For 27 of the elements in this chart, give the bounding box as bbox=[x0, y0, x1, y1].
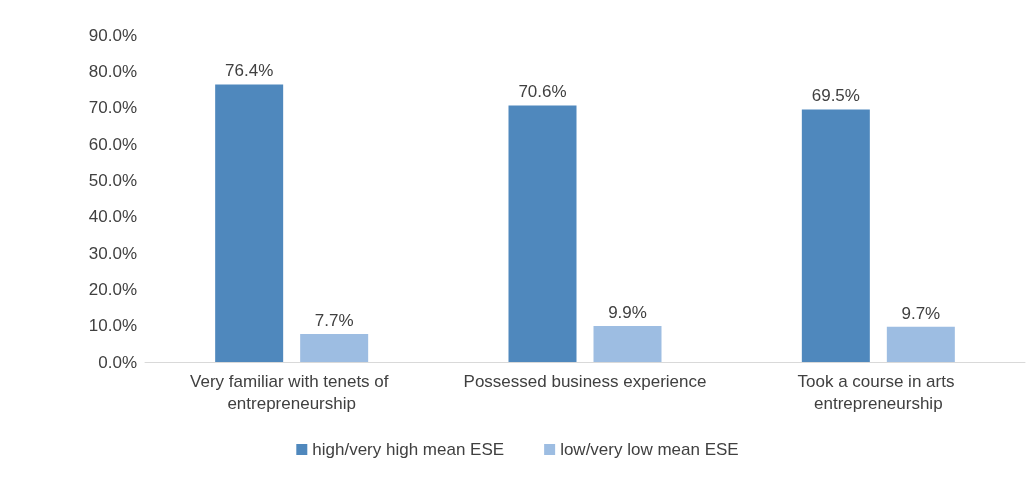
data-label: 7.7% bbox=[314, 311, 354, 331]
y-tick-label: 40.0% bbox=[88, 207, 137, 227]
bar bbox=[300, 334, 369, 362]
x-tick-label: Took a course in arts entrepreneurship bbox=[797, 371, 960, 413]
y-tick-label: 90.0% bbox=[88, 25, 137, 45]
legend-label: low/very low mean ESE bbox=[560, 440, 739, 459]
legend-label: high/very high mean ESE bbox=[312, 440, 505, 459]
data-label: 9.7% bbox=[901, 303, 941, 323]
bar bbox=[593, 326, 662, 362]
bar bbox=[215, 84, 284, 362]
y-tick-label: 20.0% bbox=[88, 279, 137, 299]
bar bbox=[886, 326, 955, 362]
y-tick-label: 60.0% bbox=[88, 134, 137, 154]
y-tick-label: 70.0% bbox=[88, 98, 137, 118]
data-label: 70.6% bbox=[518, 82, 567, 102]
bar bbox=[508, 105, 577, 362]
x-tick-label: Possessed business experience bbox=[463, 371, 707, 391]
y-tick-label: 50.0% bbox=[88, 170, 137, 190]
x-tick-label: Very familiar with tenets of entrepreneurship bbox=[190, 371, 394, 413]
data-label: 69.5% bbox=[811, 86, 860, 106]
data-label: 9.9% bbox=[608, 303, 647, 323]
bar bbox=[801, 109, 870, 362]
y-tick-label: 30.0% bbox=[88, 243, 137, 263]
y-tick-label: 0.0% bbox=[98, 352, 137, 372]
data-label: 76.4% bbox=[225, 61, 274, 81]
y-tick-label: 80.0% bbox=[88, 61, 137, 81]
y-tick-label: 10.0% bbox=[88, 316, 137, 336]
